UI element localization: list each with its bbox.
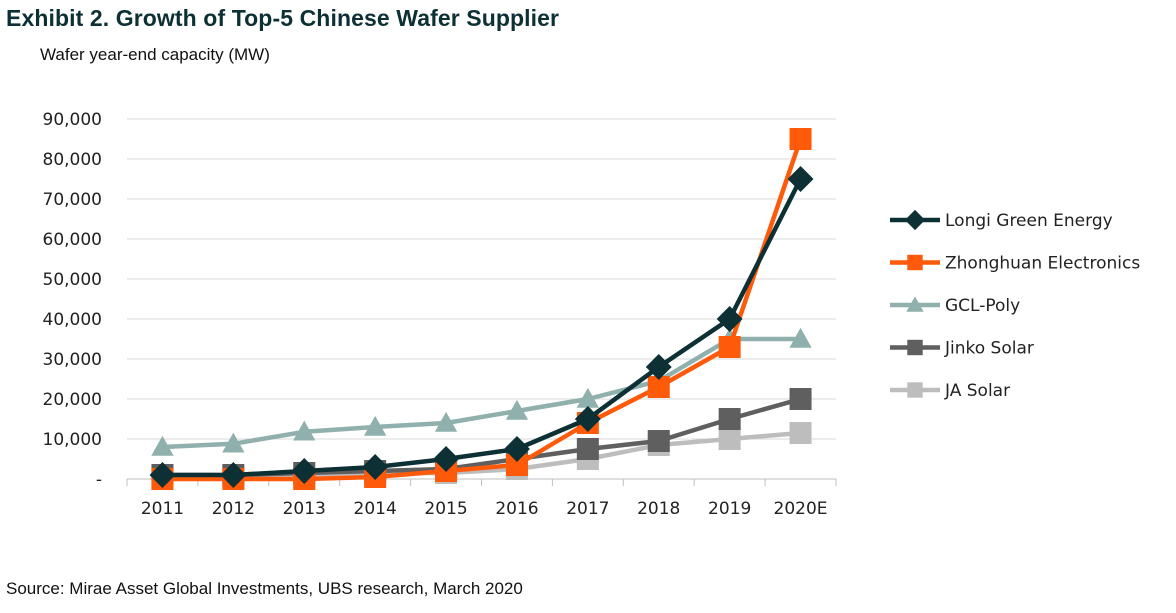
y-tick-label: 30,000 [43, 350, 102, 370]
data-point [434, 411, 458, 432]
data-point [718, 336, 741, 358]
x-tick-labels: 2011 2012 2013 2014 2015 2016 2017 2018 2019 2020… [141, 499, 828, 519]
data-point [718, 408, 741, 430]
y-tick-label: 50,000 [43, 270, 102, 290]
data-point [787, 166, 814, 192]
x-tick-label: 2019 [708, 499, 751, 519]
data-point [718, 428, 741, 450]
data-point [647, 376, 670, 398]
data-point [433, 446, 460, 472]
data-point [220, 462, 247, 488]
series-2 [151, 327, 812, 456]
y-tick-label: - [96, 470, 102, 490]
data-point [149, 462, 176, 488]
series-line [162, 177, 803, 478]
data-point [503, 436, 530, 462]
y-tick-label: 70,000 [43, 190, 102, 210]
legend-marker [907, 382, 923, 398]
legend-label: Jinko Solar [944, 339, 1034, 359]
legend-item: GCL-Poly [890, 296, 1020, 316]
data-point [789, 128, 812, 150]
x-tick-label: 2011 [141, 499, 184, 519]
legend-item: JA Solar [890, 381, 1010, 401]
data-point [576, 387, 600, 408]
data-point [574, 406, 601, 432]
chart-title: Exhibit 2. Growth of Top-5 Chinese Wafer… [6, 5, 560, 31]
y-tick-label: 40,000 [43, 310, 102, 330]
data-point [363, 415, 387, 436]
x-tick-label: 2013 [283, 499, 326, 519]
y-tick-label: 10,000 [43, 430, 102, 450]
legend-marker [904, 209, 926, 231]
y-tick-label: 60,000 [43, 230, 102, 250]
grid-lines [127, 118, 836, 440]
series-lines [149, 128, 814, 490]
legend-label: Longi Green Energy [945, 211, 1113, 231]
legend-marker [907, 339, 923, 356]
series-line [162, 336, 801, 450]
legend: Longi Green Energy Zhonghuan Electronics G… [890, 209, 1140, 401]
data-point [716, 306, 743, 332]
x-tick-label: 2012 [212, 499, 255, 519]
series-line [162, 138, 803, 482]
data-point [789, 388, 812, 410]
legend-label: JA Solar [944, 381, 1010, 401]
series-line [162, 396, 802, 478]
data-point [293, 420, 316, 441]
legend-item: Jinko Solar [890, 339, 1034, 359]
data-point [151, 435, 174, 456]
legend-item: Zhonghuan Electronics [890, 254, 1140, 274]
legend-marker [907, 254, 923, 271]
data-point [505, 399, 529, 420]
y-tick-label: 90,000 [43, 110, 102, 130]
data-point [789, 422, 812, 444]
y-axis-label: Wafer year-end capacity (MW) [40, 45, 270, 64]
data-point [362, 454, 389, 480]
x-tick-label: 2015 [424, 499, 467, 519]
y-tick-labels: - 10,000 20,000 30,000 40,000 50,000 60,000 70,… [43, 110, 102, 490]
series-0 [149, 166, 814, 488]
source-note: Source: Mirae Asset Global Investments, … [6, 579, 523, 598]
y-tick-label: 20,000 [43, 390, 102, 410]
x-tick-label: 2016 [495, 499, 538, 519]
x-tick-label: 2014 [354, 499, 397, 519]
data-point [645, 354, 672, 380]
x-tick-label: 2017 [566, 499, 609, 519]
series-1 [151, 128, 812, 490]
data-point [222, 432, 245, 453]
legend-item: Longi Green Energy [890, 209, 1113, 231]
data-point [789, 327, 812, 348]
legend-label: GCL-Poly [945, 296, 1020, 316]
data-point [291, 458, 318, 484]
data-point [505, 454, 528, 476]
data-point [647, 430, 670, 452]
legend-marker [906, 296, 924, 312]
legend-label: Zhonghuan Electronics [945, 254, 1140, 274]
data-point [576, 438, 599, 460]
x-tick-label: 2020E [774, 499, 828, 519]
x-tick-label: 2018 [637, 499, 680, 519]
y-tick-label: 80,000 [43, 150, 102, 170]
